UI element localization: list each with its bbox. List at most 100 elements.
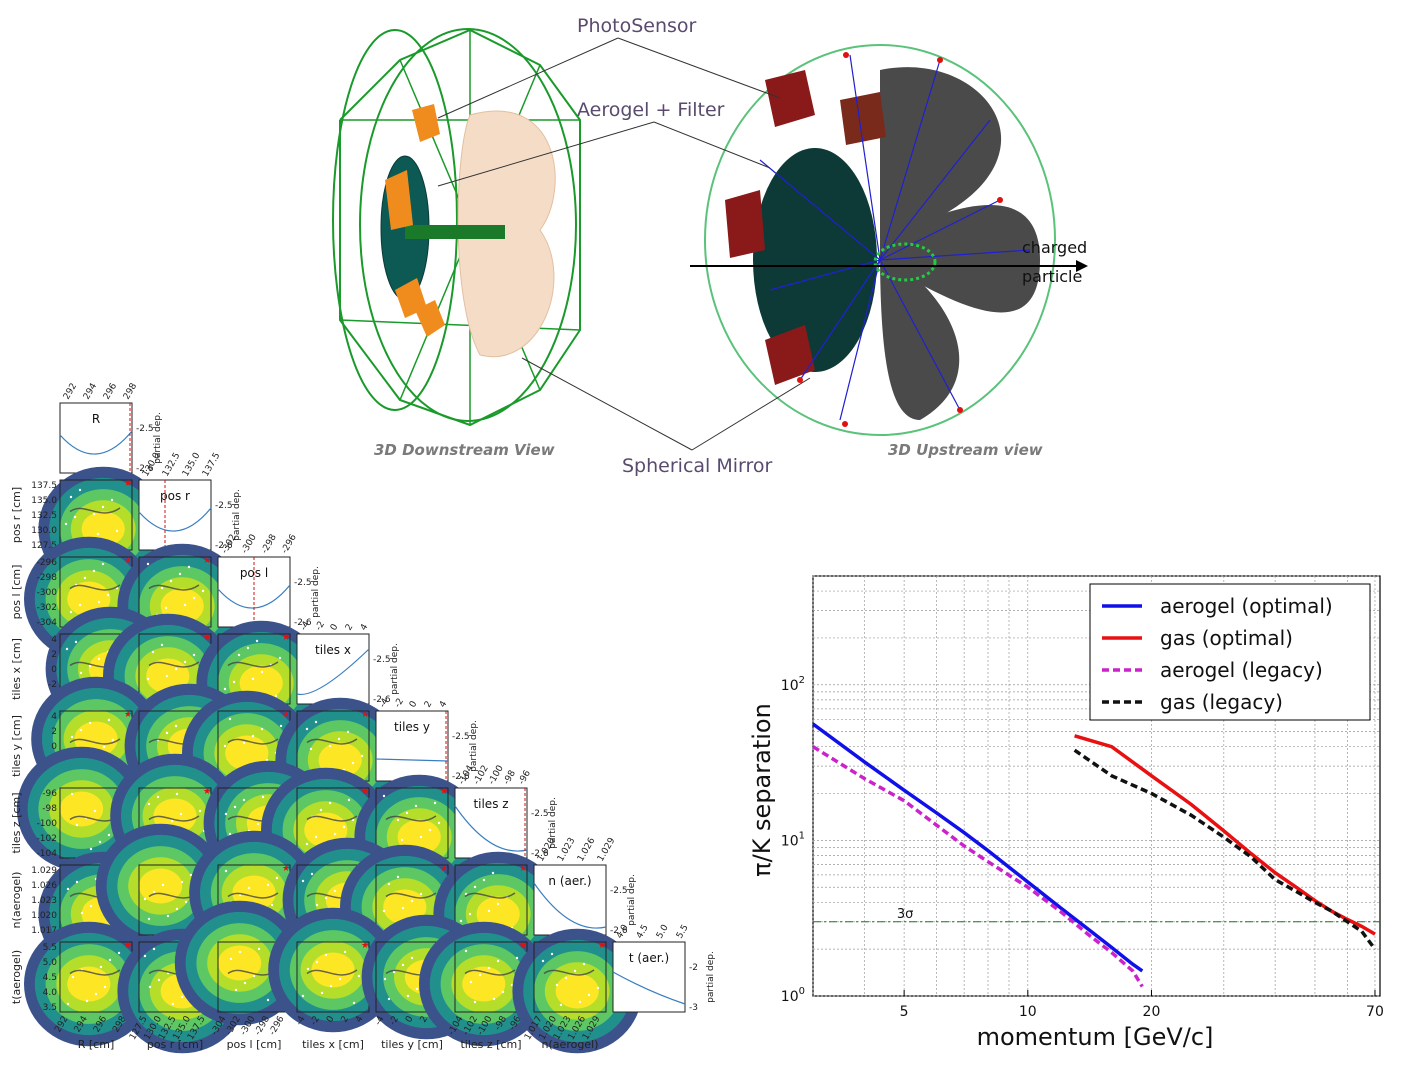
partial-dependence-curve — [612, 971, 686, 1005]
diag-tick: -2.5 — [136, 424, 154, 434]
x-tick: -2 — [388, 1015, 401, 1028]
sample-point — [501, 990, 505, 994]
sample-point — [314, 835, 318, 839]
sample-point — [415, 987, 419, 991]
diag-tick: -2.5 — [531, 809, 549, 819]
y-tick: -300 — [37, 588, 58, 598]
y-axis-name: pos r [cm] — [10, 487, 23, 543]
sample-point — [306, 967, 310, 971]
sample-point — [587, 993, 591, 997]
y-tick: 135.0 — [31, 496, 57, 506]
x-tick: 2 — [340, 1015, 352, 1025]
sample-point — [228, 832, 232, 836]
y-tick: -104 — [37, 849, 58, 859]
diag-title: n (aer.) — [548, 874, 591, 888]
sample-point — [238, 950, 242, 954]
sample-point — [242, 798, 246, 802]
sample-point — [582, 962, 586, 966]
best-marker: ★ — [203, 787, 211, 797]
y-tick: 0 — [51, 742, 57, 752]
sample-point — [187, 565, 191, 569]
sample-point — [237, 653, 241, 657]
trajectory — [69, 507, 121, 514]
sample-point — [246, 646, 250, 650]
label-spherical-mirror: Spherical Mirror — [622, 455, 773, 477]
sample-point — [117, 951, 121, 955]
sample-point — [164, 606, 168, 610]
sample-point — [165, 674, 169, 678]
sample-point — [314, 720, 318, 724]
sample-point — [328, 801, 332, 805]
best-marker: ★ — [203, 556, 211, 566]
partial-dependence-curve — [454, 805, 528, 852]
sample-point — [151, 650, 155, 654]
sample-point — [79, 728, 83, 732]
x-tick: 2 — [419, 1015, 431, 1025]
diag-title: t (aer.) — [629, 951, 669, 965]
top-tick: 2 — [423, 700, 435, 710]
sample-point — [232, 680, 236, 684]
diag-title: tiles y — [394, 720, 430, 734]
x-axis-name: pos r [cm] — [147, 1038, 203, 1051]
best-marker: ★ — [282, 633, 290, 643]
sample-point — [66, 1002, 70, 1006]
top-tick: -96 — [517, 769, 533, 787]
sample-point — [85, 999, 89, 1003]
sample-point — [233, 805, 237, 809]
label-photosensor: PhotoSensor — [577, 15, 697, 37]
diag-tick: -2.6 — [136, 464, 154, 474]
sample-point — [64, 522, 68, 526]
annotation-arrows — [437, 37, 811, 451]
top-tick: -2 — [314, 620, 327, 633]
sample-point — [171, 1002, 175, 1006]
sample-point — [309, 747, 313, 751]
sample-point — [266, 883, 270, 887]
y-tick: 1.029 — [31, 866, 57, 876]
partial-dep-label: partial dep. — [390, 643, 400, 695]
top-tick: 296 — [102, 381, 119, 401]
sample-point — [252, 974, 256, 978]
chart-legend: aerogel (optimal) gas (optimal) aerogel (l… — [1089, 583, 1371, 721]
trajectory — [306, 815, 358, 822]
x-axis-name: R [cm] — [78, 1038, 115, 1051]
partial-dep-label: partial dep. — [627, 874, 637, 926]
y-tick: -102 — [37, 834, 57, 844]
top-tick: 1.023 — [556, 836, 578, 863]
sample-point — [92, 512, 96, 516]
sample-point — [596, 986, 600, 990]
sample-point — [101, 562, 105, 566]
y-tick: 127.5 — [31, 541, 57, 551]
best-marker: ★ — [361, 710, 369, 720]
x-axis-name: n(aerogel) — [542, 1038, 599, 1051]
trajectory — [464, 892, 516, 899]
sample-point — [260, 727, 264, 731]
y-axis-label: π/K separation — [748, 703, 776, 877]
y-tick: -96 — [42, 789, 57, 799]
sample-point — [275, 876, 279, 880]
sample-point — [78, 488, 82, 492]
sample-point — [238, 893, 242, 897]
y-tick: 0 — [51, 665, 57, 675]
series-line-aerogel-legacy- — [812, 745, 1144, 988]
sample-point — [351, 761, 355, 765]
y-axis-name: t(aerogel) — [10, 950, 23, 1004]
sample-point — [183, 603, 187, 607]
sample-point — [401, 906, 405, 910]
sample-point — [146, 562, 150, 566]
top-tick: -296 — [280, 533, 299, 556]
diag-panel — [375, 710, 449, 782]
diag-tick: -2.5 — [610, 886, 628, 896]
sample-point — [108, 958, 112, 962]
y-tick: 4 — [51, 712, 57, 722]
best-marker: ★ — [440, 787, 448, 797]
diag-title: tiles z — [473, 797, 508, 811]
diag-tick: -2.6 — [452, 772, 470, 782]
best-marker: ★ — [124, 710, 132, 720]
partial-dependence-curve — [59, 430, 133, 455]
top-tick: 137.5 — [201, 451, 223, 478]
diag-panel — [533, 864, 607, 936]
sample-point — [301, 994, 305, 998]
trajectory — [69, 738, 121, 745]
threshold-label: 3σ — [897, 907, 914, 922]
diag-tick: -2.6 — [373, 695, 391, 705]
